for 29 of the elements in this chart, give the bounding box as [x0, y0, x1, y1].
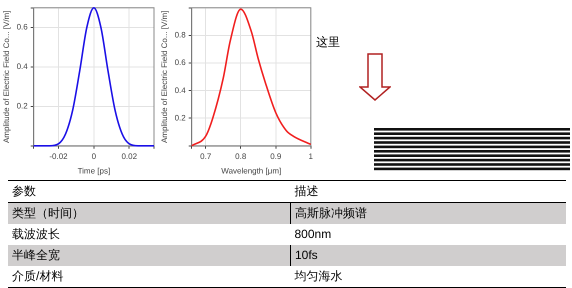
x-tick-label: 0.7 — [200, 152, 212, 161]
x-axis-title: Wavelength [μm] — [221, 166, 282, 176]
line-series — [32, 7, 155, 147]
shaded-table-row: 类型（时间） 高斯脉冲频谱 — [8, 202, 566, 224]
y-tick-label: 0.8 — [174, 30, 186, 40]
text: 参数 — [11, 183, 37, 200]
text: 均匀海水 — [294, 268, 344, 285]
y-tick-label: 0.2 — [16, 102, 28, 111]
line-series — [190, 8, 312, 147]
y-axis-title: Amplitude of Electric Field Co... [V/m] — [2, 10, 12, 144]
x-tick-label: 0 — [92, 152, 97, 161]
x-axis-title: Time [ps] — [78, 166, 110, 176]
y-tick-label: 0.6 — [16, 22, 28, 32]
y-tick-label: 0.6 — [174, 58, 186, 68]
text: 介质/材料 — [11, 268, 64, 285]
y-axis-title: Amplitude of Electric Field Co... [V/m] — [160, 10, 170, 144]
y-tick-label: 0.4 — [16, 62, 28, 72]
x-tick-label: 0.9 — [270, 152, 282, 161]
text: 描述 — [294, 183, 320, 200]
x-tick-label: 1 — [308, 152, 314, 161]
x-tick-label: -0.02 — [49, 152, 68, 161]
x-tick-label: 0.8 — [235, 152, 247, 161]
text: 800nm — [294, 226, 332, 243]
text: 载波波长 — [11, 226, 61, 243]
y-tick-label: 0.4 — [174, 86, 186, 95]
shaded-table-row: 半峰全宽 10fs — [8, 245, 566, 266]
y-tick-label: 0.2 — [174, 113, 186, 122]
x-tick-label: 0.02 — [121, 152, 138, 161]
text: 这里 — [316, 34, 340, 51]
